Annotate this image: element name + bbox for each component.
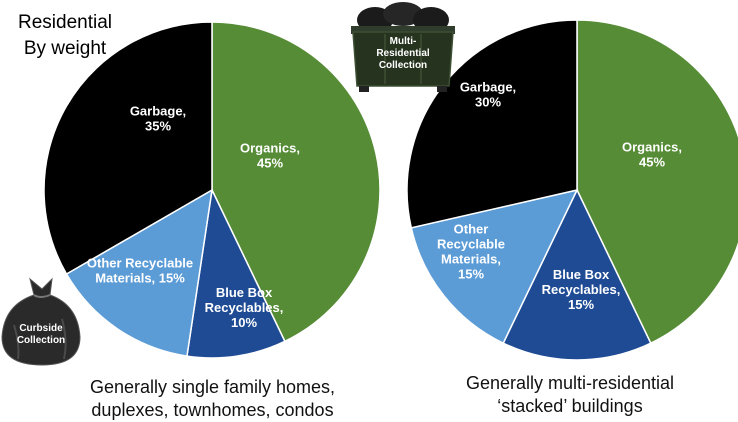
caption-residential-line-1: Generally single family homes, bbox=[89, 377, 336, 397]
pie-1-label-organics-line-2: 45% bbox=[639, 155, 665, 170]
pie-0-label-blue-box: Blue Box Recyclables, 10% bbox=[205, 285, 284, 330]
pie-0-slice-organics bbox=[211, 21, 381, 343]
garbage-bag-icon: Curbside Collection bbox=[0, 275, 82, 367]
pie-1-label-blue-box-line-1: Blue Box bbox=[553, 267, 610, 282]
pie-0-label-other-recyclable: Other Recyclable Materials, 15% bbox=[87, 256, 193, 286]
caption-multi-residential: Generally multi-residential ‘stacked’ bu… bbox=[410, 372, 730, 418]
curbside-label-line-1: Curbside bbox=[19, 323, 63, 334]
dumpster-icon: Multi- Residential Collection bbox=[345, 2, 461, 94]
pie-0-slice-garbage bbox=[43, 21, 213, 276]
pie-1-label-other-recyclable-line-1: Other bbox=[454, 222, 489, 237]
title-line-1: Residential bbox=[18, 12, 112, 33]
pie-chart-multi-residential: Organics, 45%Blue Box Recyclables, 15%Other… bbox=[406, 19, 738, 361]
caption-residential: Generally single family homes, duplexes,… bbox=[40, 376, 385, 422]
pie-1-label-blue-box-line-2: Recyclables, bbox=[542, 282, 621, 297]
pie-0-slice-blue-box bbox=[186, 187, 286, 359]
pie-0-slice-other-recyclable bbox=[65, 188, 213, 357]
pie-0-label-garbage-line-2: 35% bbox=[145, 119, 171, 134]
multi-label-line-1: Multi- bbox=[389, 36, 417, 47]
pie-0-label-blue-box-line-2: Recyclables, bbox=[205, 300, 284, 315]
multi-label-line-3: Collection bbox=[378, 60, 428, 71]
pie-1-label-other-recyclable-line-2: Recyclable bbox=[437, 237, 505, 252]
pie-1-slice-organics bbox=[576, 19, 738, 345]
pie-1-label-blue-box-line-3: 15% bbox=[568, 297, 594, 312]
pie-0-label-blue-box-line-1: Blue Box bbox=[216, 285, 273, 300]
pie-0-label-garbage: Garbage, 35% bbox=[130, 104, 186, 134]
caption-residential-line-2: duplexes, townhomes, condos bbox=[91, 400, 334, 420]
pie-1-label-other-recyclable-line-4: 15% bbox=[458, 267, 484, 282]
pie-1-label-garbage-line-1: Garbage, bbox=[460, 80, 516, 95]
multi-residential-collection-label: Multi- Residential Collection bbox=[345, 36, 461, 72]
caption-multi-line-1: Generally multi-residential bbox=[465, 373, 675, 393]
pie-1-label-other-recyclable: Other Recyclable Materials, 15% bbox=[437, 222, 505, 282]
multi-label-line-2: Residential bbox=[376, 48, 430, 59]
pie-1-label-organics: Organics, 45% bbox=[622, 140, 682, 170]
pie-1-label-other-recyclable-line-3: Materials, bbox=[441, 252, 501, 267]
pie-0-label-organics: Organics, 45% bbox=[240, 141, 300, 171]
caption-multi-line-2: ‘stacked’ buildings bbox=[497, 396, 643, 416]
pie-1-slice-other-recyclable bbox=[410, 188, 579, 345]
pie-0-label-garbage-line-1: Garbage, bbox=[130, 104, 186, 119]
pie-1-label-blue-box: Blue Box Recyclables, 15% bbox=[542, 267, 621, 312]
pie-1-label-organics-line-1: Organics, bbox=[622, 140, 682, 155]
pie-chart-residential: Organics, 45% Blue Box Recyclables, 10% Other… bbox=[43, 21, 381, 359]
pie-1-label-garbage: Garbage, 30% bbox=[460, 80, 516, 110]
title-line-2: By weight bbox=[23, 38, 107, 59]
curbside-label-line-2: Collection bbox=[16, 335, 66, 346]
pie-0-label-organics-line-1: Organics, bbox=[240, 141, 300, 156]
pie-1-slice-blue-box bbox=[502, 188, 652, 361]
pie-0-label-other-recyclable-line-1: Other Recyclable bbox=[87, 256, 193, 271]
pie-0-label-organics-line-2: 45% bbox=[257, 156, 283, 171]
pie-0-label-blue-box-line-3: 10% bbox=[231, 315, 257, 330]
pie-1-label-garbage-line-2: 30% bbox=[475, 95, 501, 110]
pie-0-label-other-recyclable-line-2: Materials, 15% bbox=[95, 271, 185, 286]
curbside-collection-label: Curbside Collection bbox=[0, 323, 82, 347]
chart-title: Residential By weight bbox=[0, 10, 130, 62]
